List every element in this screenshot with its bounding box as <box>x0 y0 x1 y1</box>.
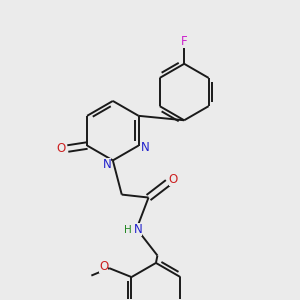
Text: F: F <box>181 35 188 48</box>
Text: N: N <box>103 158 111 171</box>
Text: N: N <box>141 141 149 154</box>
Text: O: O <box>57 142 66 155</box>
Text: O: O <box>169 173 178 186</box>
Text: O: O <box>99 260 109 273</box>
Text: H: H <box>124 225 132 235</box>
Text: N: N <box>134 223 142 236</box>
